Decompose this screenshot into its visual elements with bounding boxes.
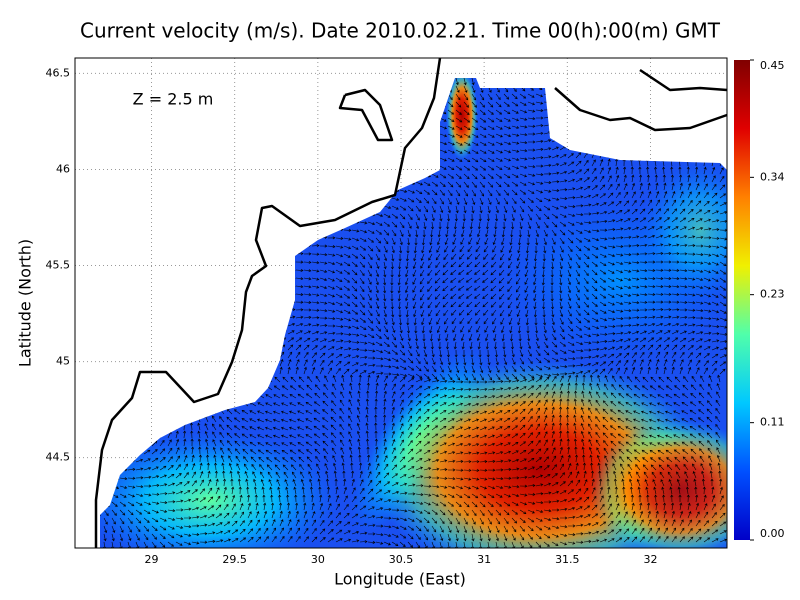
- colorbar-tick-label: 0.34: [760, 170, 785, 183]
- y-tick-label: 45: [56, 355, 70, 368]
- y-tick-label: 45.5: [46, 259, 71, 272]
- colorbar-tick-label: 0.45: [760, 59, 785, 72]
- y-tick-label: 46: [56, 162, 70, 175]
- colorbar-tick-label: 0.11: [760, 416, 785, 429]
- x-axis-label: Longitude (East): [334, 570, 466, 589]
- x-tick-label: 29: [145, 553, 159, 566]
- x-tick-label: 30.5: [389, 553, 414, 566]
- x-tick-label: 32: [643, 553, 657, 566]
- x-tick-label: 29.5: [222, 553, 247, 566]
- colorbar-tick-label: 0.23: [760, 288, 785, 301]
- velocity-field: [100, 78, 727, 548]
- field-shade: [590, 420, 727, 548]
- y-axis-label: Latitude (North): [16, 239, 35, 367]
- colorbar: [734, 60, 750, 540]
- coastline: [94, 57, 728, 548]
- y-tick-label: 46.5: [46, 66, 71, 79]
- plot-frame: [74, 57, 728, 549]
- y-tick-label: 44.5: [46, 451, 71, 464]
- x-tick-label: 31: [477, 553, 491, 566]
- colorbar-tick-label: 0.00: [760, 527, 785, 540]
- field-shade: [640, 160, 727, 300]
- chart-title: Current velocity (m/s). Date 2010.02.21.…: [80, 19, 721, 43]
- x-tick-label: 30: [311, 553, 325, 566]
- x-tick-label: 31.5: [555, 553, 580, 566]
- annotation: Z = 2.5 m: [133, 90, 214, 109]
